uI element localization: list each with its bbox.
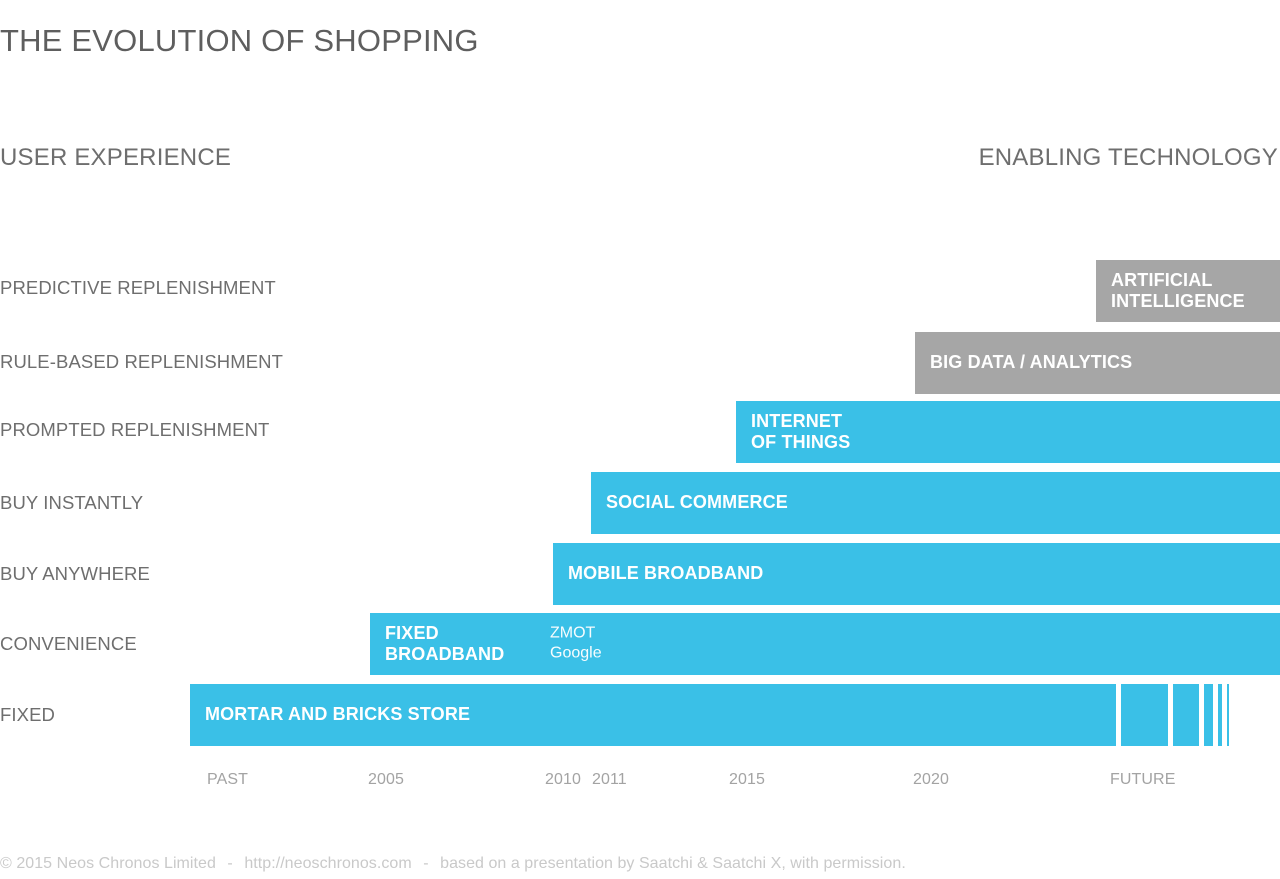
bar-segment-divider — [1199, 684, 1204, 746]
row-label-user-experience: PROMPTED REPLENISHMENT — [0, 419, 270, 440]
row-label-user-experience: RULE-BASED REPLENISHMENT — [0, 351, 284, 372]
footer-credit: based on a presentation by Saatchi & Saa… — [440, 855, 906, 872]
footer-copyright: © 2015 Neos Chronos Limited — [0, 855, 216, 872]
footer-url[interactable]: http://neoschronos.com — [244, 855, 412, 872]
page-title: THE EVOLUTION OF SHOPPING — [0, 22, 479, 58]
technology-bar-label: ARTIFICIAL INTELLIGENCE — [1111, 269, 1245, 311]
technology-bar-label: MOBILE BROADBAND — [568, 563, 764, 584]
technology-bar: MOBILE BROADBAND — [553, 543, 1280, 605]
column-heading-enabling-technology: ENABLING TECHNOLOGY — [978, 144, 1278, 171]
axis-tick-label: PAST — [207, 771, 249, 788]
footer-separator-1: - — [227, 855, 233, 872]
technology-bar: SOCIAL COMMERCE — [591, 472, 1280, 534]
axis-tick-label: FUTURE — [1110, 771, 1176, 788]
bar-segment-divider — [1116, 684, 1121, 746]
footer-separator-2: - — [423, 855, 429, 872]
technology-bar-label: FIXED BROADBAND — [385, 622, 505, 664]
technology-bar: BIG DATA / ANALYTICS — [915, 332, 1280, 394]
technology-bar-label: BIG DATA / ANALYTICS — [930, 352, 1133, 373]
footer-credits: © 2015 Neos Chronos Limited - http://neo… — [0, 855, 906, 873]
axis-tick-label: 2015 — [729, 771, 765, 788]
technology-bar-label: MORTAR AND BRICKS STORE — [205, 704, 471, 725]
technology-bar: ARTIFICIAL INTELLIGENCE — [1096, 260, 1280, 322]
column-heading-user-experience: USER EXPERIENCE — [0, 144, 232, 171]
row-label-user-experience: BUY INSTANTLY — [0, 492, 144, 513]
technology-bar-sublabel: ZMOT Google — [550, 624, 602, 662]
technology-bar: FIXED BROADBAND ZMOT Google — [370, 613, 1280, 675]
axis-tick-label: 2020 — [913, 771, 949, 788]
axis-tick-label: 2005 — [368, 771, 404, 788]
technology-bar: MORTAR AND BRICKS STORE — [190, 684, 1229, 746]
row-label-user-experience: FIXED — [0, 704, 55, 725]
bar-segment-divider — [1222, 684, 1227, 746]
technology-bar-label: INTERNET OF THINGS — [751, 410, 851, 452]
axis-tick-label: 2011 — [592, 771, 627, 788]
technology-bar-label: SOCIAL COMMERCE — [606, 492, 788, 513]
row-label-user-experience: CONVENIENCE — [0, 633, 137, 654]
axis-tick-label: 2010 — [545, 771, 581, 788]
row-label-user-experience: BUY ANYWHERE — [0, 563, 150, 584]
bar-segment-divider — [1213, 684, 1218, 746]
bar-segment-divider — [1168, 684, 1173, 746]
row-label-user-experience: PREDICTIVE REPLENISHMENT — [0, 277, 276, 298]
technology-bar: INTERNET OF THINGS — [736, 401, 1280, 463]
